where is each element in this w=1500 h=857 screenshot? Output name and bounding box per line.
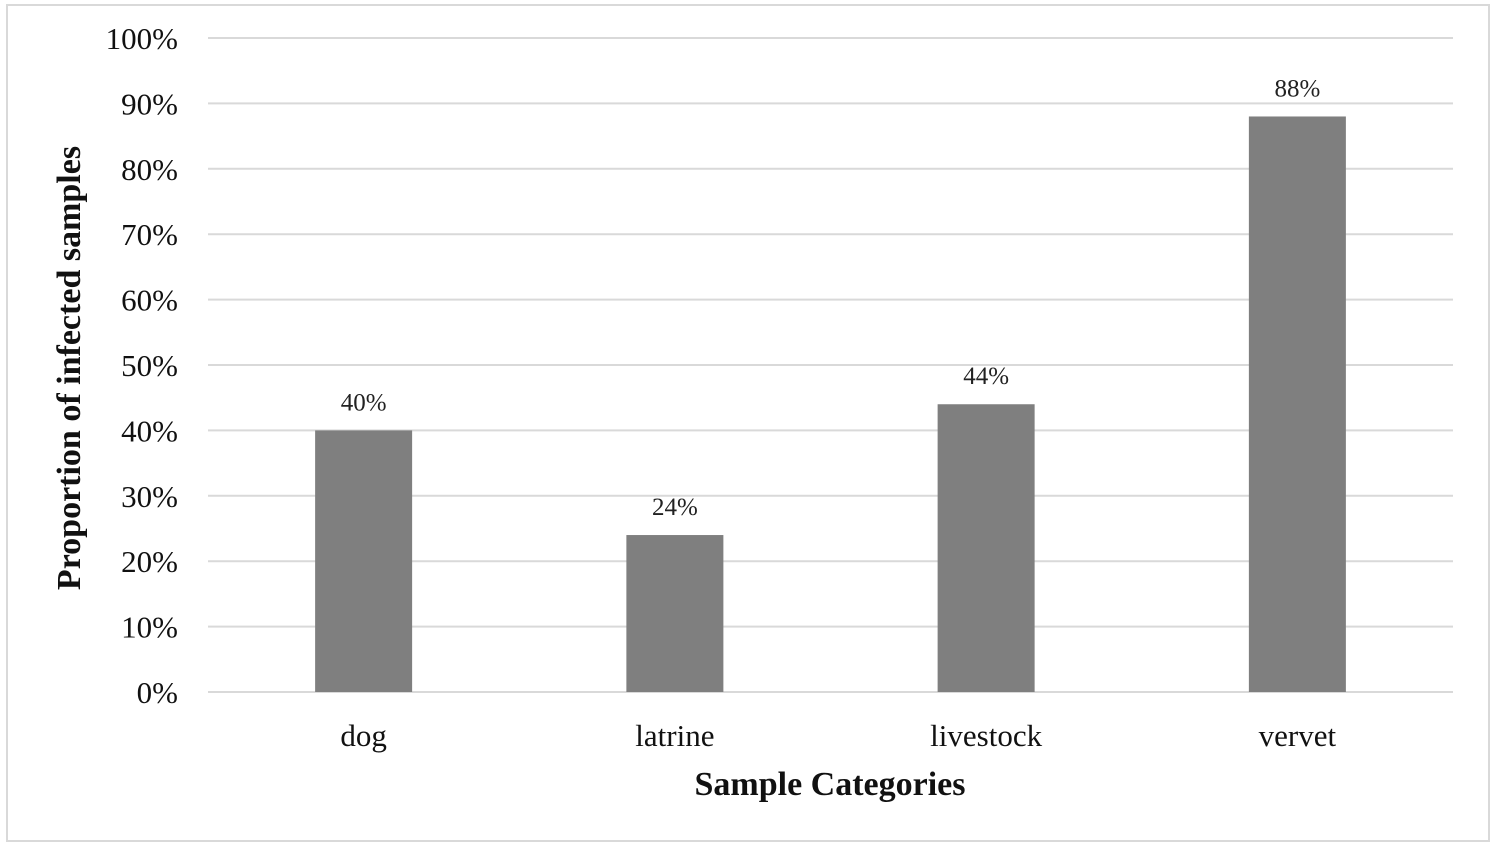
chart-frame (6, 4, 1490, 842)
x-category-label-livestock: livestock (930, 718, 1042, 753)
y-tick-label: 70% (121, 217, 178, 252)
y-tick-label: 40% (121, 413, 178, 448)
data-labels: 40% 24% 44% 88% (341, 75, 1321, 521)
bar-latrine (626, 535, 724, 692)
bar-vervet (1248, 116, 1346, 693)
y-tick-label: 90% (121, 86, 178, 121)
data-label-latrine: 24% (652, 494, 698, 521)
y-tick-label: 20% (121, 544, 178, 579)
y-tick-label: 10% (121, 610, 178, 645)
data-label-vervet: 88% (1274, 75, 1320, 102)
gridlines (208, 37, 1453, 693)
x-category-label-dog: dog (340, 718, 387, 753)
y-tick-label: 50% (121, 348, 178, 383)
x-category-label-vervet: vervet (1259, 718, 1337, 753)
y-axis-title: Proportion of infected samples (51, 146, 88, 590)
y-tick-label: 60% (121, 283, 178, 318)
data-label-dog: 40% (341, 389, 387, 416)
data-label-livestock: 44% (963, 363, 1009, 390)
x-category-label-latrine: latrine (635, 718, 714, 753)
x-axis-category-labels: dog latrine livestock vervet (340, 718, 1336, 753)
bars (315, 116, 1346, 693)
bar-dog (315, 430, 413, 692)
bar-livestock (937, 404, 1035, 692)
x-axis-title: Sample Categories (694, 766, 965, 803)
y-tick-label: 0% (137, 675, 178, 710)
y-tick-label: 30% (121, 479, 178, 514)
y-axis-tick-labels: 0% 10% 20% 30% 40% 50% 60% 70% 80% 90% 100% (106, 21, 178, 710)
y-tick-label: 100% (106, 21, 178, 56)
y-tick-label: 80% (121, 152, 178, 187)
